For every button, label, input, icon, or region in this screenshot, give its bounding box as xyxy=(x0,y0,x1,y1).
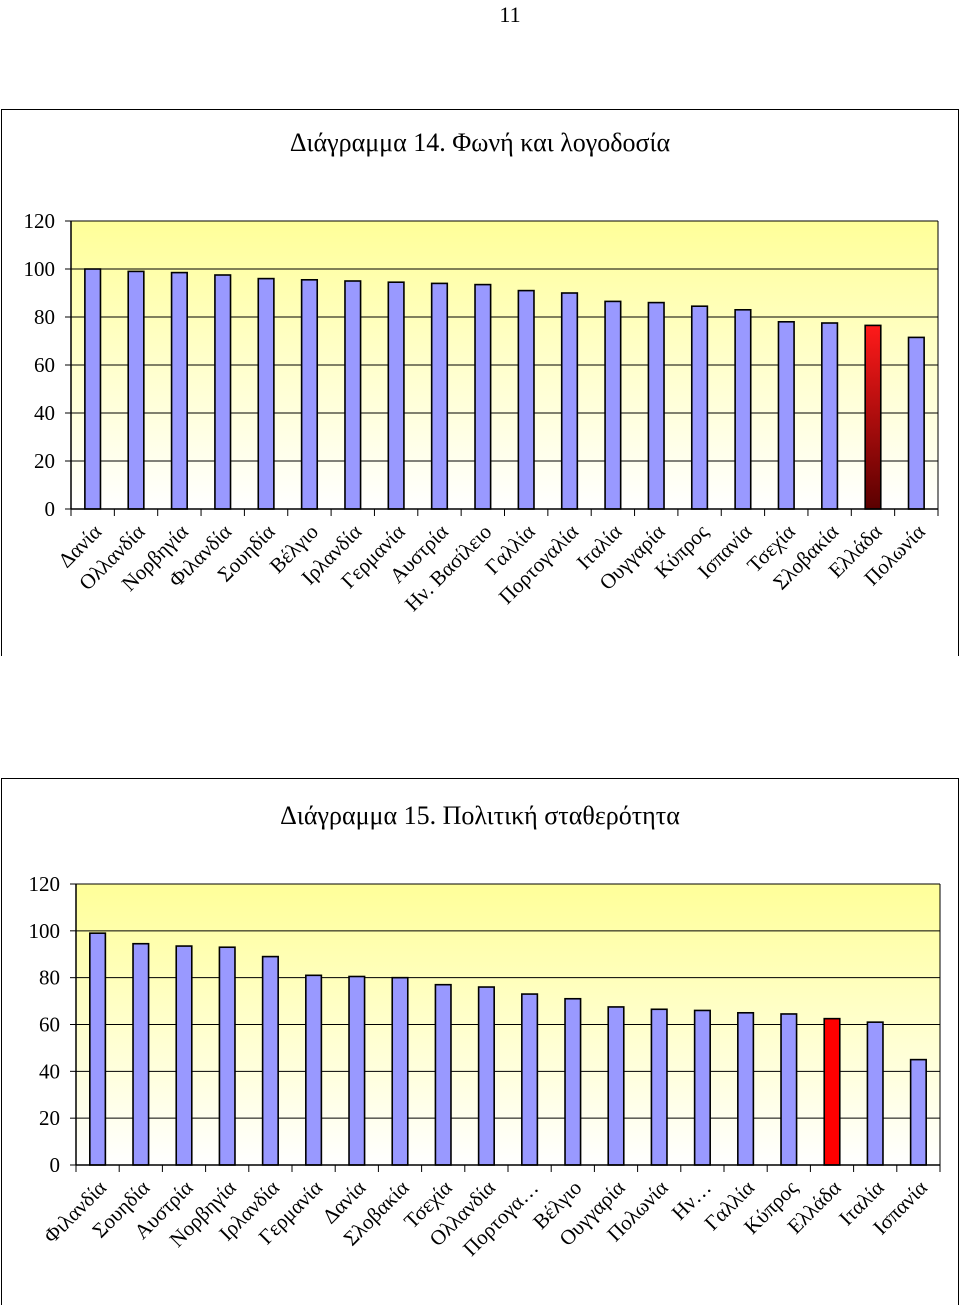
page-number: 11 xyxy=(499,2,521,27)
bar-20 xyxy=(909,1058,927,1166)
bar-7 xyxy=(348,975,366,1166)
y-tick-label: 100 xyxy=(24,257,56,281)
bar-9 xyxy=(434,983,452,1166)
bar-13 xyxy=(607,1006,625,1166)
y-tick-label: 40 xyxy=(39,1059,60,1083)
bar-5 xyxy=(261,955,279,1166)
y-tick-label: 0 xyxy=(45,497,56,521)
bar-10 xyxy=(477,986,495,1166)
bar-16 xyxy=(737,1011,755,1166)
bar-19 xyxy=(866,1021,884,1166)
bar-14 xyxy=(650,1008,668,1166)
y-tick-label: 80 xyxy=(39,966,60,990)
y-tick-label: 0 xyxy=(50,1153,61,1177)
bar-4 xyxy=(218,946,236,1166)
y-tick-label: 60 xyxy=(34,353,55,377)
bar-15 xyxy=(693,1009,711,1166)
bar-11 xyxy=(521,993,539,1166)
bar-2 xyxy=(132,942,150,1166)
y-tick-label: 100 xyxy=(29,919,61,943)
y-tick-label: 120 xyxy=(24,209,56,233)
bar-17 xyxy=(780,1013,798,1166)
y-tick-label: 20 xyxy=(39,1106,60,1130)
chart-14-svg: 020406080100120ΔανίαΟλλανδίαΝορβηγίαΦιλα… xyxy=(24,209,939,616)
bar-6 xyxy=(305,974,323,1166)
bar-8 xyxy=(391,976,409,1166)
y-tick-label: 80 xyxy=(34,305,55,329)
y-tick-label: 120 xyxy=(29,872,61,896)
bar-12 xyxy=(564,997,582,1166)
y-tick-label: 40 xyxy=(34,401,55,425)
bar-3 xyxy=(175,945,193,1166)
chart-15-title: Διάγραμμα 15. Πολιτική σταθερότητα xyxy=(280,801,680,830)
bar-1 xyxy=(89,932,107,1166)
y-tick-label: 60 xyxy=(39,1013,60,1037)
chart-14-title: Διάγραμμα 14. Φωνή και λογοδοσία xyxy=(289,128,671,157)
y-tick-label: 20 xyxy=(34,449,55,473)
bar-18 xyxy=(823,1017,841,1166)
